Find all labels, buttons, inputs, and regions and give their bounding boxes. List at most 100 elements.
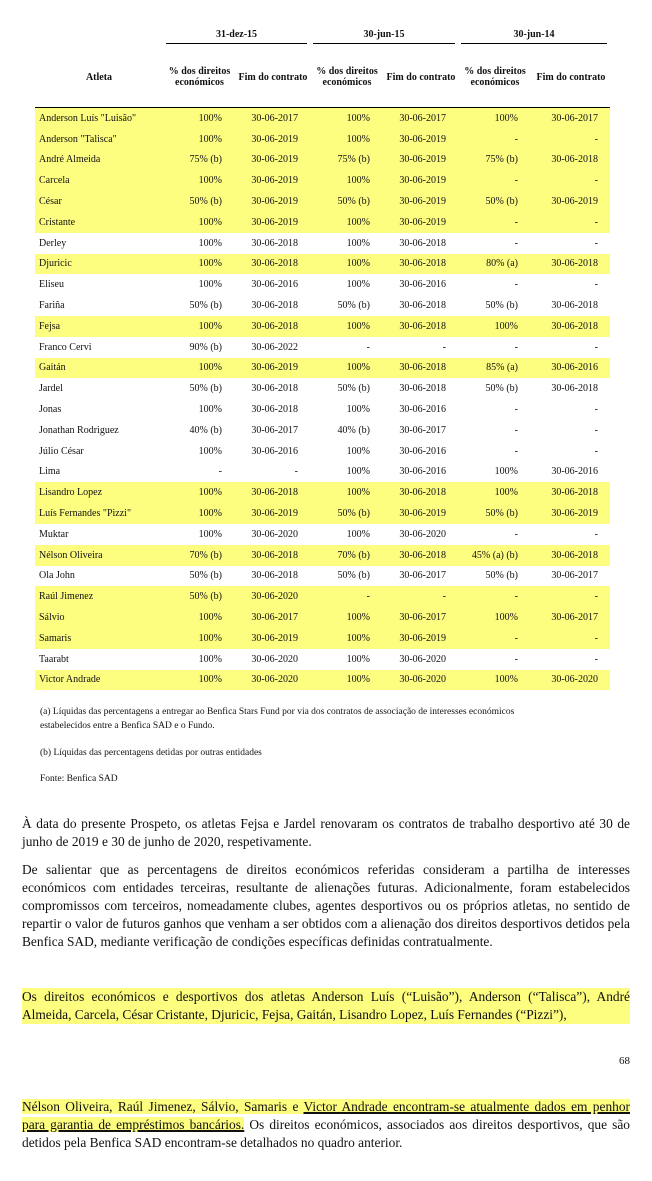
table-cell: 100% [494,612,518,624]
table-row: Nélson Oliveira 70% (b) 30-06-2018 70% (b) 3… [35,544,610,566]
table-cell: - [294,466,298,478]
athlete-name: Muktar [39,528,69,540]
table-cell: 50% (b) [485,383,519,395]
table-cell: 100% [494,674,518,686]
table-cell: - [514,133,518,145]
table-cell: 100% [346,320,370,332]
table-cell: 75% (b) [485,154,519,166]
athlete-name: Jonathan Rodriguez [39,424,119,436]
table-row: Lima - - 100% 30-06-2016 100% 30-06-2016 [35,462,610,483]
table-cell: 100% [346,175,370,187]
table-cell: 100% [198,528,222,540]
table-cell: - [514,528,518,540]
table-row: Jonathan Rodriguez 40% (b) 30-06-2017 40% (… [35,420,610,441]
athlete-name: Victor Andrade [39,674,101,686]
table-cell: - [442,591,446,603]
table-cell: 30-06-2018 [551,487,598,499]
table-cell: 100% [494,112,518,124]
paragraph: À data do presente Prospeto, os atletas … [22,816,630,849]
table-cell: 100% [346,487,370,499]
table-cell: 100% [494,487,518,499]
table-cell: 30-06-2019 [251,133,298,145]
table-cell: 30-06-2019 [251,196,298,208]
table-cell: 30-06-2018 [251,404,298,416]
table-cell: 100% [346,674,370,686]
table-row: Ola John 50% (b) 30-06-2018 50% (b) 30-06-20… [35,566,610,587]
table-cell: 85% (a) [486,362,518,374]
athlete-name: Anderson Luís "Luisão" [39,112,137,124]
table-cell: - [514,404,518,416]
table-cell: 100% [346,112,370,124]
column-header: % dos direitos económicos [163,47,236,108]
table-cell: 30-06-2016 [551,362,598,374]
table-cell: 30-06-2016 [399,404,446,416]
table-cell: 30-06-2020 [251,591,298,603]
table-cell: 30-06-2016 [399,466,446,478]
table-row: Djuricic 100% 30-06-2018 100% 30-06-2018 80% … [35,253,610,275]
table-cell: 30-06-2019 [251,175,298,187]
table-cell: 30-06-2022 [251,341,298,353]
table-cell: 50% (b) [189,383,223,395]
table-cell: 50% (b) [485,508,519,520]
athlete-name: Sálvio [39,612,65,624]
table-cell: 30-06-2019 [399,175,446,187]
athlete-name: Fejsa [39,320,61,332]
table-cell: - [594,445,598,457]
table-cell: 30-06-2017 [551,570,598,582]
table-cell: - [514,216,518,228]
table-cell: 30-06-2019 [251,632,298,644]
table-cell: 50% (b) [485,300,519,312]
table-cell: 40% (b) [337,424,371,436]
table-cell: 100% [494,466,518,478]
table-cell: 30-06-2019 [399,196,446,208]
table-cell: 30-06-2018 [251,549,298,561]
table-row: Victor Andrade 100% 30-06-2020 100% 30-06-20… [35,669,610,691]
group-header-text: 30-jun-14 [461,29,607,44]
table-cell: 30-06-2018 [251,487,298,499]
athlete-name: André Almeida [39,154,101,166]
table-cell: 30-06-2017 [251,424,298,436]
table-cell: - [594,216,598,228]
table-cell: 100% [198,362,222,374]
table-cell: 30-06-2017 [399,570,446,582]
table-cell: 30-06-2018 [399,237,446,249]
table-cell: 100% [346,653,370,665]
group-header-text: 31-dez-15 [166,29,307,44]
table-cell: - [514,175,518,187]
table-cell: 30-06-2016 [399,445,446,457]
table-cell: 30-06-2017 [551,112,598,124]
paragraph: Os direitos económicos e desportivos dos… [22,988,630,1024]
table-cell: 30-06-2018 [399,362,446,374]
athlete-name: Eliseu [39,279,64,291]
table-row: Fariña 50% (b) 30-06-2018 50% (b) 30-06-2018… [35,295,610,316]
table-cell: 30-06-2017 [551,612,598,624]
table-cell: 30-06-2020 [251,674,298,686]
table-cell: 100% [198,133,222,145]
table-cell: 50% (b) [189,196,223,208]
table-cell: - [594,653,598,665]
table-cell: - [514,653,518,665]
table-cell: 30-06-2019 [399,154,446,166]
table-cell: 30-06-2018 [251,383,298,395]
table-cell: 30-06-2016 [551,466,598,478]
table-row: Samaris 100% 30-06-2019 100% 30-06-2019 - - [35,627,610,649]
table-cell: 40% (b) [189,424,223,436]
table-cell: 100% [198,674,222,686]
table-row: Raúl Jimenez 50% (b) 30-06-2020 - - - - [35,586,610,608]
table-cell: 30-06-2017 [399,612,446,624]
table-cell: 50% (b) [337,508,371,520]
table-cell: 50% (b) [337,570,371,582]
table-row: Luís Fernandes "Pizzi" 100% 30-06-2019 50% … [35,503,610,524]
table-cell: - [442,341,446,353]
table-cell: 30-06-2019 [551,508,598,520]
table-cell: 50% (b) [485,196,519,208]
table-row: Taarabt 100% 30-06-2020 100% 30-06-2020 - - [35,649,610,670]
table-cell: - [594,632,598,644]
athlete-name: Jardel [39,383,63,395]
table-cell: - [594,133,598,145]
table-cell: - [514,445,518,457]
table-cell: 100% [198,279,222,291]
table-cell: 100% [198,632,222,644]
table-cell: 30-06-2018 [551,549,598,561]
table-cell: 30-06-2018 [399,258,446,270]
